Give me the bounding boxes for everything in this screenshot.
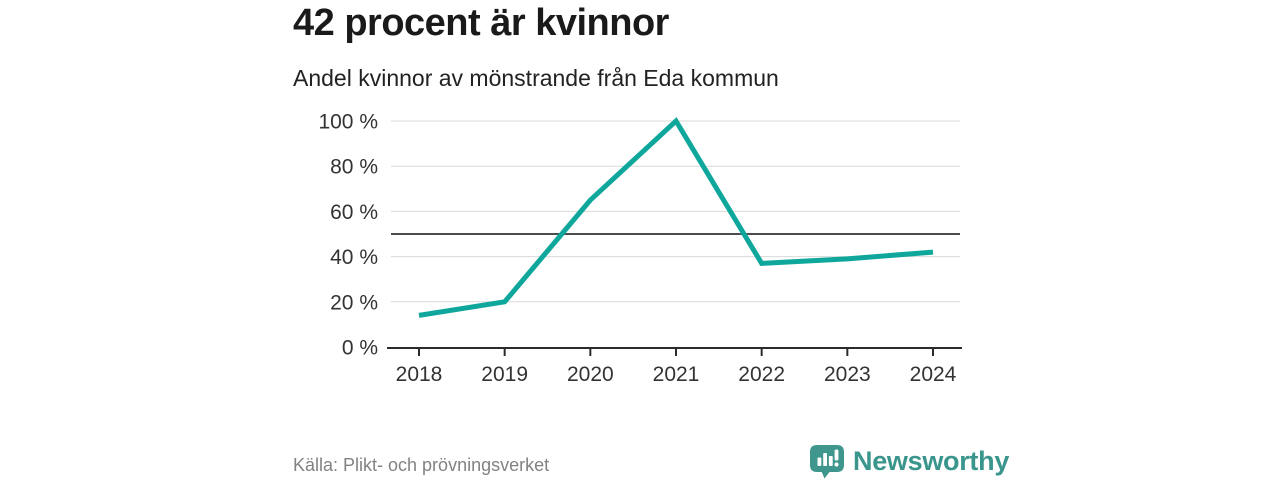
x-tick-label: 2021 <box>653 363 700 386</box>
chart-title: 42 procent är kvinnor <box>293 2 669 44</box>
x-tick-label: 2024 <box>910 363 957 386</box>
x-tick-label: 2020 <box>567 363 614 386</box>
logo-exclamation-bar <box>834 449 839 461</box>
y-tick-label: 0 % <box>342 337 378 360</box>
y-tick-label: 100 % <box>318 111 378 134</box>
logo-exclamation-dot <box>834 462 839 467</box>
newsworthy-logo: Newsworthy <box>808 443 1009 479</box>
x-tick-label: 2019 <box>481 363 528 386</box>
newsworthy-logo-text: Newsworthy <box>853 445 1010 476</box>
logo-bar-2 <box>823 453 827 466</box>
newsworthy-logo-icon <box>810 445 844 479</box>
data-line <box>418 117 934 318</box>
y-tick-label: 20 % <box>330 291 378 314</box>
chart-subtitle: Andel kvinnor av mönstrande från Eda kom… <box>293 65 779 91</box>
y-tick-label: 60 % <box>330 201 378 224</box>
y-tick-label: 80 % <box>330 156 378 179</box>
logo-bar-3 <box>828 456 833 466</box>
x-tick-label: 2018 <box>396 363 443 386</box>
source-note: Källa: Plikt- och prövningsverket <box>293 455 550 475</box>
y-tick-label: 40 % <box>330 246 378 269</box>
x-tick-label: 2022 <box>738 363 785 386</box>
logo-bar-1 <box>817 457 822 466</box>
x-tick-label: 2023 <box>824 363 871 386</box>
